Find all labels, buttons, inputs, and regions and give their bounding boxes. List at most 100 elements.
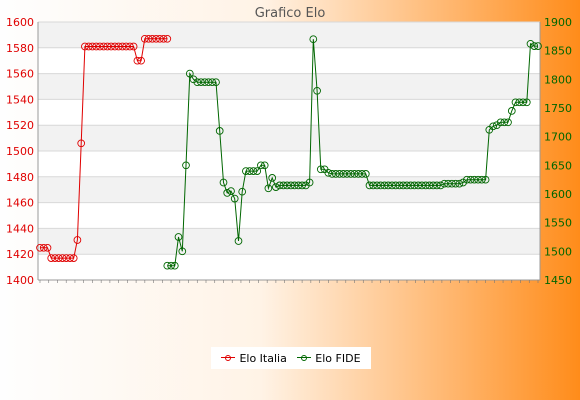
- data-point: [155, 34, 164, 43]
- data-point: [264, 184, 273, 193]
- series-layer: [36, 34, 542, 270]
- data-point: [429, 181, 438, 190]
- data-point: [403, 181, 411, 190]
- data-point: [313, 86, 321, 95]
- data-point: [448, 179, 456, 188]
- data-point: [376, 181, 385, 190]
- data-point: [84, 42, 93, 51]
- series-elo-italia: [36, 34, 172, 262]
- data-point: [466, 175, 475, 184]
- left-tick-label: 1440: [6, 222, 34, 235]
- right-tick-label: 1500: [544, 245, 572, 258]
- data-point: [197, 78, 205, 87]
- data-point: [111, 42, 119, 51]
- data-point: [69, 254, 78, 262]
- data-point: [242, 167, 250, 175]
- data-point: [451, 179, 460, 188]
- data-point: [77, 139, 86, 148]
- data-point: [140, 34, 149, 43]
- data-point: [223, 189, 232, 197]
- data-point: [421, 181, 430, 190]
- data-point: [133, 56, 142, 65]
- data-point: [298, 181, 306, 190]
- data-point: [66, 254, 74, 262]
- series-line: [167, 39, 538, 267]
- data-point: [257, 161, 265, 170]
- data-point: [200, 78, 209, 87]
- data-point: [129, 42, 138, 51]
- data-point: [182, 161, 190, 170]
- legend-label-fide: Elo FIDE: [315, 351, 361, 365]
- data-point: [174, 233, 183, 241]
- data-point: [103, 42, 112, 51]
- data-point: [283, 181, 291, 190]
- data-point: [511, 98, 520, 107]
- series-elo-fide: [163, 35, 542, 270]
- data-point: [279, 181, 288, 190]
- chart-title: Grafico Elo: [255, 6, 326, 21]
- data-point: [92, 42, 101, 51]
- data-point: [399, 181, 408, 190]
- plot-band: [38, 47, 540, 74]
- data-point: [316, 165, 325, 174]
- data-point: [215, 127, 224, 135]
- data-point: [272, 183, 280, 191]
- right-tick-label: 1650: [544, 159, 572, 172]
- data-point: [96, 42, 104, 51]
- data-point: [470, 175, 479, 184]
- plot-band: [38, 99, 540, 126]
- data-point: [436, 181, 445, 190]
- data-point: [122, 42, 130, 51]
- data-point: [373, 181, 381, 190]
- data-point: [425, 181, 434, 190]
- data-point: [39, 243, 48, 252]
- right-tick-label: 1750: [544, 102, 572, 115]
- data-point: [148, 34, 157, 43]
- right-tick-label: 1700: [544, 131, 572, 144]
- plot-band: [38, 228, 540, 255]
- data-point: [455, 179, 464, 188]
- data-point: [369, 181, 378, 190]
- left-tick-label: 1460: [6, 197, 34, 210]
- data-point: [178, 247, 187, 256]
- data-point: [43, 243, 52, 252]
- data-point: [107, 42, 115, 51]
- legend-item-fide[interactable]: Elo FIDE: [297, 351, 361, 365]
- data-point: [137, 56, 145, 65]
- data-point: [365, 181, 374, 190]
- data-point: [433, 181, 441, 190]
- data-point: [73, 236, 82, 244]
- data-point: [328, 170, 336, 178]
- left-tick-label: 1560: [6, 68, 34, 81]
- data-point: [114, 42, 123, 51]
- data-point: [522, 98, 531, 107]
- data-point: [118, 42, 127, 51]
- data-point: [477, 175, 486, 184]
- data-point: [163, 261, 172, 270]
- data-point: [227, 187, 235, 195]
- data-point: [534, 42, 542, 50]
- data-point: [88, 42, 97, 51]
- data-point: [343, 170, 351, 178]
- data-point: [406, 181, 415, 190]
- data-point: [335, 170, 344, 178]
- data-point: [208, 78, 217, 87]
- legend-item-italia[interactable]: Elo Italia: [221, 352, 287, 365]
- data-point: [440, 179, 449, 188]
- right-tick-label: 1850: [544, 45, 572, 58]
- data-point: [260, 161, 269, 170]
- left-tick-label: 1420: [6, 248, 34, 261]
- data-point: [268, 174, 277, 182]
- data-point: [62, 254, 71, 262]
- data-point: [444, 179, 452, 188]
- data-point: [346, 170, 355, 178]
- data-point: [290, 181, 299, 190]
- data-point: [287, 181, 295, 190]
- data-point: [212, 78, 220, 87]
- legend: Elo Italia Elo FIDE: [211, 347, 371, 369]
- data-point: [530, 42, 539, 50]
- data-point: [230, 194, 239, 203]
- data-point: [275, 181, 284, 190]
